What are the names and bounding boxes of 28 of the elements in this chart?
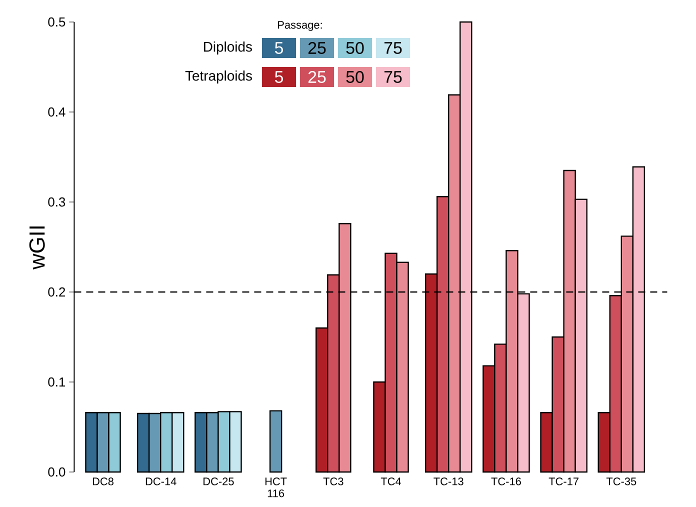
y-tick-label: 0.3	[48, 197, 66, 207]
x-tick-label: DC-14	[146, 478, 176, 486]
text: 5	[274, 71, 283, 83]
x-tick-label: TC-17	[548, 478, 578, 486]
text: 25	[308, 42, 326, 54]
y-tick-label: 0.4	[48, 107, 66, 117]
text: 25	[308, 70, 326, 83]
x-tick-label: TC4	[380, 478, 402, 486]
legend-title: Passage:	[278, 21, 322, 31]
y-tick-label: 0.5	[48, 17, 66, 27]
y-tick-label: 0.2	[48, 287, 66, 297]
x-tick-label: TC-35	[606, 478, 636, 486]
text: 75	[384, 42, 402, 54]
x-tick-label: TC-16	[491, 478, 521, 486]
y-tick-label: 0.1	[48, 377, 66, 387]
x-tick-label: TC-13	[434, 478, 464, 486]
y-tick-label: 0.0	[48, 467, 66, 477]
annotation: Tetraploids	[185, 70, 252, 84]
text: 75	[384, 71, 402, 83]
text: 50	[346, 42, 364, 54]
x-tick-label: TC3	[323, 478, 344, 486]
y-axis-title: wGII	[29, 226, 45, 270]
annotation: Diploids	[204, 41, 252, 54]
text: 50	[346, 70, 364, 83]
x-tick-label: DC8	[92, 478, 114, 486]
x-tick-label: HCT 116	[265, 478, 287, 498]
x-tick-label: DC-25	[204, 478, 234, 486]
text: 5	[274, 42, 283, 54]
